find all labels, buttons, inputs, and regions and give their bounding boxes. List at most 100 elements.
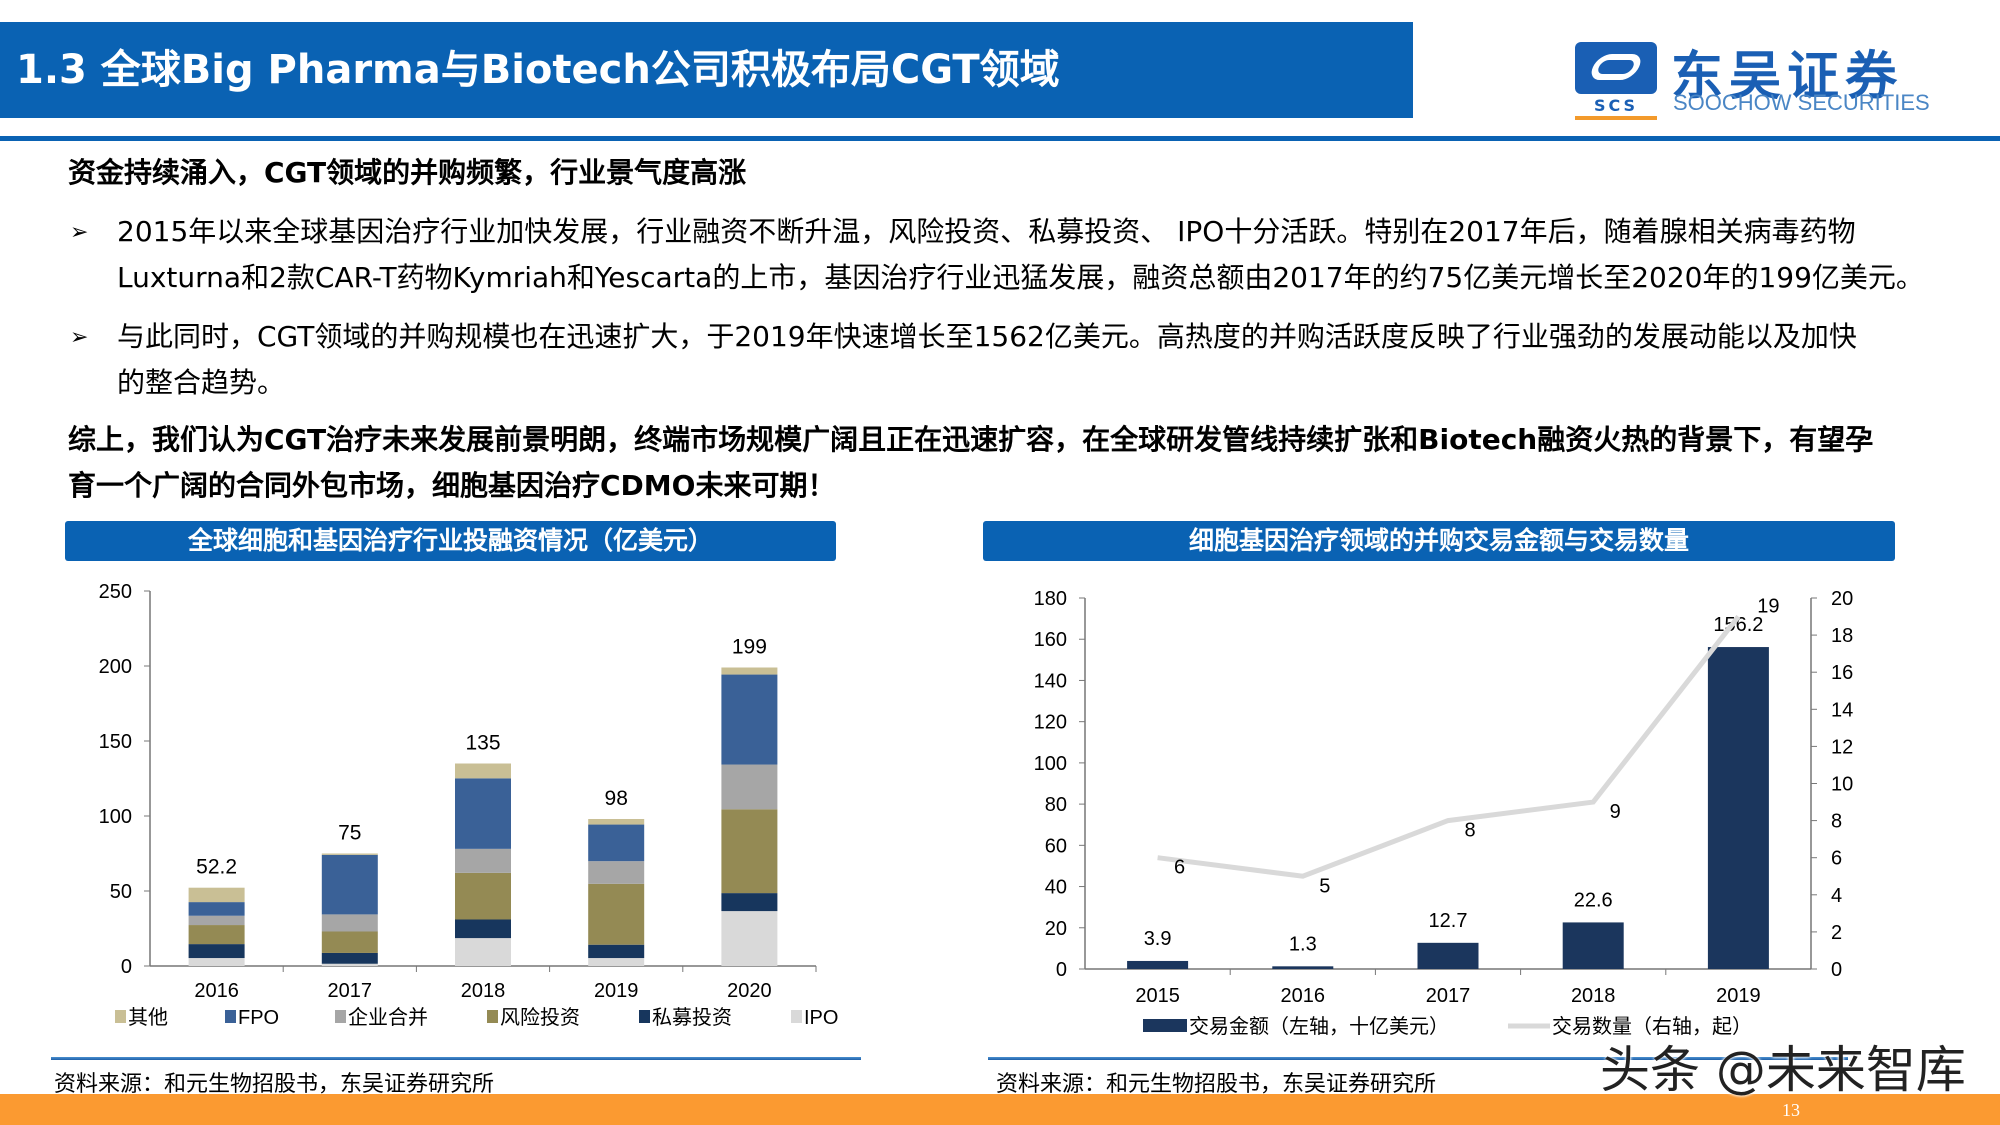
total-label: 98 — [605, 787, 628, 810]
bar-deal-amount — [1417, 942, 1479, 969]
left-source: 资料来源：和元生物招股书，东吴证券研究所 — [54, 1072, 495, 1097]
right-y-tick-label: 0 — [1831, 959, 1842, 981]
page-number: 13 — [1782, 1100, 1800, 1120]
ma-bar-line-chart: 0 20 40 60 80 100 120 140 160 180 0 2 4 6 8 10 12 14 16 18 2… — [1034, 588, 1854, 1038]
line-value-label: 8 — [1464, 820, 1475, 842]
bar-segment-其他 — [721, 667, 778, 675]
bullet-2-line-2: 的整合趋势。 — [117, 366, 286, 399]
bar-segment-FPO — [188, 902, 245, 916]
bullet-1-line-1: 2015年以来全球基因治疗行业加快发展，行业融资不断升温，风险投资、私募投资、 … — [117, 215, 1856, 248]
bar-segment-风险投资 — [321, 931, 378, 953]
right-y-tick-label: 16 — [1831, 662, 1853, 684]
x-tick-label: 2018 — [1571, 985, 1616, 1007]
bullet-arrow-icon: ➢ — [70, 325, 89, 350]
y-tick-label: 0 — [121, 956, 132, 978]
conclusion-line-1: 综上，我们认为CGT治疗未来发展前景明朗，终端市场规模广阔且正在迅速扩容，在全球… — [68, 423, 1874, 456]
legend-swatch — [225, 1010, 236, 1023]
logo-underline — [1575, 116, 1657, 120]
bar-segment-IPO — [455, 938, 511, 966]
logo-scs: SCS — [1593, 96, 1639, 115]
legend-label: FPO — [238, 1007, 279, 1029]
bar-segment-企业合并 — [188, 915, 245, 926]
title-bar — [0, 22, 1413, 118]
logo-en: SOOCHOW SECURITIES — [1673, 90, 1930, 115]
bar-segment-企业合并 — [588, 861, 645, 884]
section-heading: 资金持续涌入，CGT领域的并购频繁，行业景气度高涨 — [68, 156, 747, 189]
bar-segment-IPO — [188, 958, 245, 966]
x-tick-label: 2017 — [328, 980, 373, 1002]
y-tick-label: 50 — [110, 881, 132, 903]
bar-segment-其他 — [455, 763, 511, 779]
legend-label: 私募投资 — [652, 1006, 732, 1029]
left-y-tick-label: 80 — [1045, 794, 1067, 816]
bar-segment-私募投资 — [321, 952, 378, 964]
bar-segment-风险投资 — [588, 883, 645, 945]
right-chart-title: 细胞基因治疗领域的并购交易金额与交易数量 — [983, 521, 1895, 561]
header-divider — [0, 136, 2000, 141]
y-tick-label: 200 — [99, 656, 132, 678]
logo-cn: 东吴证券 — [1671, 47, 1904, 107]
bar-value-label: 3.9 — [1144, 928, 1172, 950]
legend-swatch — [487, 1010, 498, 1023]
left-y-tick-label: 140 — [1034, 670, 1067, 692]
line-value-label: 6 — [1174, 857, 1185, 879]
right-y-tick-label: 10 — [1831, 774, 1853, 796]
legend-swatch — [639, 1010, 650, 1023]
left-y-tick-label: 100 — [1034, 753, 1067, 775]
bar-segment-私募投资 — [588, 944, 645, 959]
line-value-label: 9 — [1610, 801, 1621, 823]
deal-count-line — [1157, 615, 1741, 879]
total-label: 75 — [338, 822, 361, 845]
bar-segment-FPO — [588, 824, 645, 862]
legend-swatch-amount — [1143, 1019, 1187, 1032]
bar-value-label: 12.7 — [1429, 910, 1468, 932]
legend-swatch — [791, 1010, 802, 1023]
x-tick-label: 2019 — [1716, 985, 1761, 1007]
legend-label: IPO — [804, 1007, 838, 1029]
legend-label-count: 交易数量（右轴，起） — [1552, 1015, 1752, 1038]
legend-swatch — [335, 1010, 346, 1023]
bar-segment-其他 — [588, 819, 645, 825]
bar-deal-amount — [1707, 647, 1769, 969]
right-y-tick-label: 20 — [1831, 588, 1853, 610]
y-tick-label: 150 — [99, 731, 132, 753]
bullet-1-line-2: Luxturna和2款CAR-T药物Kymriah和Yescarta的上市，基因… — [117, 261, 1924, 294]
bar-segment-IPO — [588, 958, 645, 966]
bar-segment-企业合并 — [321, 914, 378, 932]
legend-swatch — [115, 1010, 126, 1023]
bar-segment-FPO — [455, 778, 511, 849]
left-chart-title: 全球细胞和基因治疗行业投融资情况（亿美元） — [65, 521, 836, 561]
bar-segment-FPO — [321, 854, 378, 915]
x-tick-label: 2017 — [1426, 985, 1471, 1007]
right-y-tick-label: 8 — [1831, 811, 1842, 833]
bar-value-label: 1.3 — [1289, 933, 1317, 955]
bar-segment-私募投资 — [188, 944, 245, 959]
legend-label: 其他 — [128, 1006, 168, 1029]
bar-deal-amount — [1127, 960, 1189, 969]
left-y-tick-label: 120 — [1034, 712, 1067, 734]
x-tick-label: 2018 — [461, 980, 506, 1002]
conclusion-line-2: 育一个广阔的合同外包市场，细胞基因治疗CDMO未来可期！ — [68, 469, 836, 502]
total-label: 52.2 — [196, 856, 237, 879]
y-tick-label: 250 — [99, 581, 132, 603]
bullet-2-line-1: 与此同时，CGT领域的并购规模也在迅速扩大，于2019年快速增长至1562亿美元… — [117, 320, 1857, 353]
x-tick-label: 2016 — [1281, 985, 1326, 1007]
left-y-tick-label: 180 — [1034, 588, 1067, 610]
right-y-tick-label: 6 — [1831, 848, 1842, 870]
right-y-tick-label: 12 — [1831, 736, 1853, 758]
left-source-divider — [51, 1057, 861, 1060]
x-tick-label: 2020 — [727, 980, 772, 1002]
bar-segment-企业合并 — [455, 848, 511, 873]
bar-segment-其他 — [321, 853, 378, 855]
right-source: 资料来源：和元生物招股书，东吴证券研究所 — [996, 1072, 1437, 1097]
bar-segment-私募投资 — [455, 919, 511, 939]
right-y-tick-label: 14 — [1831, 699, 1853, 721]
bar-deal-amount — [1562, 922, 1624, 969]
x-tick-label: 2015 — [1135, 985, 1180, 1007]
total-label: 199 — [732, 636, 767, 659]
legend-label: 风险投资 — [500, 1006, 580, 1029]
page-title: 1.3 全球Big Pharma与Biotech公司积极布局CGT领域 — [16, 47, 1060, 93]
x-tick-label: 2016 — [194, 980, 239, 1002]
footer-bar — [0, 1094, 2000, 1125]
left-y-tick-label: 160 — [1034, 629, 1067, 651]
